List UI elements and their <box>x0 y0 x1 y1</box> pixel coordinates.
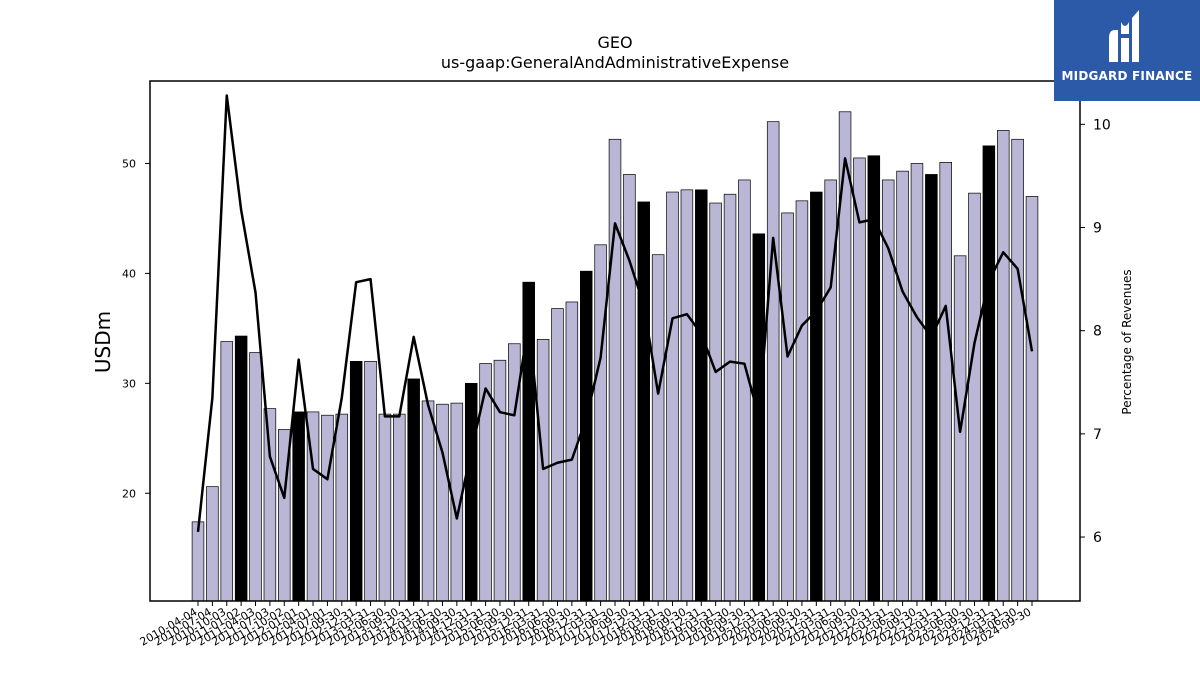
bar-2018-06-30 <box>666 191 679 602</box>
bar-2018-09-30 <box>680 189 694 602</box>
midgard-logo-icon <box>1109 10 1139 62</box>
left-axis: 20 30 40 50 <box>122 157 150 500</box>
left-tick-label: 20 <box>122 487 136 500</box>
bar-2020-12-31 <box>810 191 823 602</box>
bar-2017-06-30 <box>608 138 622 602</box>
bar-2018-03-31 <box>651 254 665 602</box>
bar-2012-12-31 <box>349 360 363 602</box>
x-axis: 2010-04-042010-07-042010-10-032011-01-02… <box>138 601 1034 649</box>
bar-2016-12-31 <box>579 270 593 602</box>
bar-2021-09-30 <box>853 157 866 602</box>
chart-title: GEO <box>597 33 632 52</box>
bar-2023-03-31 <box>939 162 952 602</box>
left-tick-label: 40 <box>122 267 136 280</box>
bar-2013-06-30 <box>378 413 392 602</box>
bar-2012-01-01 <box>292 411 305 602</box>
bar-2019-06-30 <box>723 193 737 602</box>
bar-2017-03-31 <box>594 244 607 602</box>
line-group <box>196 94 1034 533</box>
bar-2013-03-31 <box>364 360 377 602</box>
bar-2016-06-30 <box>551 308 564 602</box>
bar-2015-06-30 <box>493 359 507 602</box>
right-tick-label: 7 <box>1093 427 1102 443</box>
bar-2019-03-31 <box>709 202 722 602</box>
bar-2022-12-31 <box>925 174 938 602</box>
bar-2020-03-31 <box>766 121 780 602</box>
bar-2022-09-30 <box>910 163 924 602</box>
bar-2012-07-01 <box>321 414 334 602</box>
right-axis: 6 7 8 9 10 <box>1080 117 1111 546</box>
bar-2015-03-31 <box>479 363 492 602</box>
logo: MIDGARD FINANCE <box>1054 0 1200 101</box>
bar-2018-12-31 <box>695 189 708 602</box>
bar-2020-06-30 <box>781 212 794 602</box>
left-tick-label: 50 <box>122 157 136 170</box>
bar-2010-10-03 <box>220 341 234 602</box>
bar-2023-09-30 <box>968 192 981 602</box>
bar-2024-09-30 <box>1025 196 1039 602</box>
bar-2024-03-31 <box>996 130 1010 602</box>
bar-2024-06-30 <box>1011 138 1024 602</box>
bar-2022-03-31 <box>881 179 895 602</box>
bar-2011-04-03 <box>249 352 262 602</box>
bar-2014-06-30 <box>436 403 449 602</box>
chart-subtitle: us-gaap:GeneralAndAdministrativeExpense <box>441 53 789 72</box>
bar-2014-12-31 <box>464 382 478 602</box>
left-tick-label: 30 <box>122 377 136 390</box>
bar-2014-03-31 <box>421 400 435 602</box>
logo-text: MIDGARD FINANCE <box>1061 69 1193 83</box>
bar-2023-12-31 <box>982 145 996 602</box>
bar-2010-04-04 <box>191 521 205 602</box>
y-axis-label-left: USDm <box>91 311 115 373</box>
bar-2013-12-31 <box>407 378 420 602</box>
right-tick-label: 10 <box>1093 117 1111 133</box>
bar-2017-12-31 <box>637 201 650 602</box>
bar-2022-06-30 <box>896 170 909 602</box>
bar-2010-07-04 <box>206 486 219 602</box>
bars-group <box>191 111 1039 602</box>
right-tick-label: 8 <box>1093 324 1102 340</box>
bar-2020-09-30 <box>795 200 809 602</box>
bar-2011-01-02 <box>234 335 248 602</box>
bar-2012-09-30 <box>335 413 349 602</box>
y-axis-label-right: Percentage of Revenues <box>1120 269 1134 414</box>
right-tick-label: 6 <box>1093 530 1102 546</box>
percentage-line <box>196 94 1034 533</box>
bar-2011-07-03 <box>263 408 277 602</box>
bar-2017-09-30 <box>623 174 636 602</box>
bar-2013-09-30 <box>393 413 406 602</box>
bar-2021-12-31 <box>867 155 881 602</box>
right-tick-label: 9 <box>1093 221 1102 237</box>
bar-2019-09-30 <box>738 179 751 602</box>
